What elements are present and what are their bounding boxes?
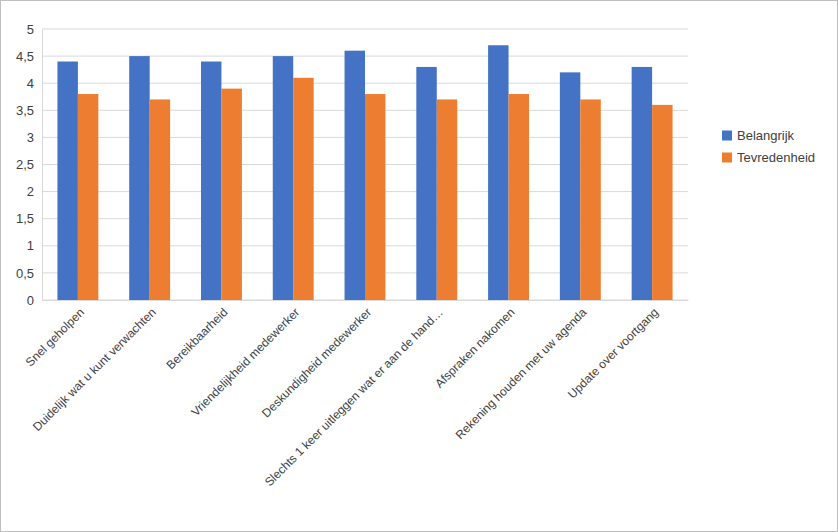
y-tick: 0,5 bbox=[16, 266, 42, 281]
x-tick: Duidelijk wat u kunt verwachten bbox=[30, 305, 159, 434]
x-axis-line bbox=[43, 300, 689, 301]
bar bbox=[580, 99, 600, 300]
y-tick-label: 5 bbox=[27, 22, 34, 37]
x-tick: Slechts 1 keer uitleggen wat er aan de h… bbox=[262, 305, 446, 489]
y-tick: 4 bbox=[27, 76, 42, 91]
y-tick: 1 bbox=[27, 238, 42, 253]
legend-label: Belangrijk bbox=[737, 128, 795, 143]
y-tick-label: 1,5 bbox=[16, 211, 34, 226]
x-axis: Snel geholpenDuidelijk wat u kunt verwac… bbox=[23, 301, 689, 490]
y-tick-label: 2,5 bbox=[16, 157, 34, 172]
y-axis-line bbox=[42, 30, 43, 301]
bar bbox=[416, 67, 436, 300]
bar bbox=[221, 89, 241, 300]
x-tick-label: Slechts 1 keer uitleggen wat er aan de h… bbox=[262, 305, 446, 489]
x-tick-label: Snel geholpen bbox=[23, 305, 87, 369]
bar bbox=[201, 62, 221, 300]
bar bbox=[560, 72, 580, 300]
y-tick-label: 2 bbox=[27, 184, 34, 199]
plot: 0 0,5 1 1,5 2 2,5 3 3,5 4 4,5 5 Snel geholpenDuidel… bbox=[16, 22, 689, 490]
x-tick-label: Bereikbaarheid bbox=[164, 305, 231, 372]
legend-label: Tevredenheid bbox=[737, 150, 815, 165]
bar bbox=[273, 56, 293, 300]
legend-item: Belangrijk bbox=[722, 128, 795, 143]
x-tick-label: Duidelijk wat u kunt verwachten bbox=[30, 305, 159, 434]
legend-swatch bbox=[722, 131, 732, 141]
y-tick-label: 3 bbox=[27, 130, 34, 145]
y-tick-label: 1 bbox=[27, 238, 34, 253]
y-axis: 0 0,5 1 1,5 2 2,5 3 3,5 4 4,5 5 bbox=[16, 22, 43, 308]
y-tick-label: 4,5 bbox=[16, 49, 34, 64]
y-tick: 2 bbox=[27, 184, 42, 199]
bar bbox=[345, 51, 365, 300]
y-tick: 4,5 bbox=[16, 49, 42, 64]
x-tick: Afspraken nakomen bbox=[432, 305, 517, 390]
legend-swatch bbox=[722, 153, 732, 163]
y-tick: 3,5 bbox=[16, 103, 42, 118]
x-tick: Rekening houden met uw agenda bbox=[453, 305, 590, 442]
bar bbox=[129, 56, 149, 300]
x-tick-label: Afspraken nakomen bbox=[432, 305, 517, 390]
x-tick-label: Rekening houden met uw agenda bbox=[453, 305, 590, 442]
bars bbox=[57, 45, 672, 300]
bar bbox=[437, 99, 457, 300]
chart-frame bbox=[1, 1, 838, 532]
bar bbox=[57, 62, 77, 300]
y-tick-label: 3,5 bbox=[16, 103, 34, 118]
x-tick: Update over voortgang bbox=[565, 305, 661, 401]
bar bbox=[78, 94, 98, 300]
bar bbox=[293, 78, 313, 300]
bar-series bbox=[78, 78, 673, 300]
bar bbox=[652, 105, 672, 300]
bar bbox=[150, 99, 170, 300]
bar bbox=[632, 67, 652, 300]
legend-item: Tevredenheid bbox=[722, 150, 815, 165]
x-tick-label: Update over voortgang bbox=[565, 305, 661, 401]
x-tick: Snel geholpen bbox=[23, 305, 87, 369]
y-tick-label: 0 bbox=[27, 293, 34, 308]
bar bbox=[488, 45, 508, 300]
y-tick: 5 bbox=[27, 22, 42, 37]
y-tick-label: 0,5 bbox=[16, 266, 34, 281]
y-tick: 0 bbox=[27, 293, 42, 308]
y-tick: 2,5 bbox=[16, 157, 42, 172]
chart: 0 0,5 1 1,5 2 2,5 3 3,5 4 4,5 5 Snel geholpenDuidel… bbox=[0, 0, 838, 532]
y-tick: 1,5 bbox=[16, 211, 42, 226]
bar bbox=[509, 94, 529, 300]
legend: Belangrijk Tevredenheid bbox=[722, 128, 815, 165]
grid bbox=[42, 29, 688, 300]
bar-series bbox=[57, 45, 652, 300]
x-tick: Bereikbaarheid bbox=[164, 305, 231, 372]
y-tick: 3 bbox=[27, 130, 42, 145]
bar bbox=[365, 94, 385, 300]
grid-line bbox=[42, 29, 688, 30]
y-tick-label: 4 bbox=[27, 76, 34, 91]
